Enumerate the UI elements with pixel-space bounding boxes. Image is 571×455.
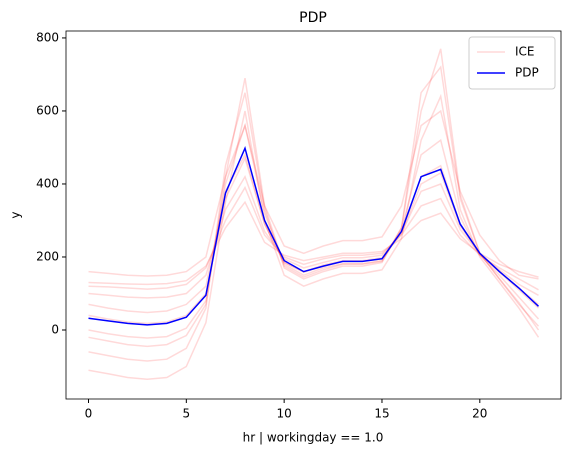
x-tick-label: 0	[85, 407, 93, 421]
x-tick-label: 20	[472, 407, 487, 421]
y-axis-label: y	[9, 211, 23, 218]
y-tick-label: 800	[36, 30, 59, 44]
plot-area	[88, 48, 540, 381]
x-tick-label: 10	[277, 407, 292, 421]
ice-line	[88, 122, 540, 339]
x-tick-label: 5	[183, 407, 191, 421]
y-tick-label: 400	[36, 176, 59, 190]
ice-line	[88, 109, 539, 280]
ice-line	[88, 48, 540, 348]
axes-frame	[65, 30, 562, 400]
y-tick-label: 0	[51, 323, 59, 337]
legend-box	[468, 36, 556, 90]
ice-line	[88, 93, 540, 381]
ice-line	[88, 200, 539, 286]
legend-label: PDP	[515, 66, 539, 80]
y-tick-label: 200	[36, 249, 59, 263]
pdp-line	[88, 145, 540, 326]
chart-title: PDP	[299, 10, 327, 26]
ice-line	[88, 65, 540, 362]
legend-label: ICE	[515, 45, 535, 59]
ice-line	[88, 174, 539, 299]
y-tick-label: 600	[36, 103, 59, 117]
x-tick-label: 15	[374, 407, 389, 421]
x-axis-label: hr | workingday == 1.0	[243, 431, 384, 445]
ice-line	[88, 185, 539, 291]
